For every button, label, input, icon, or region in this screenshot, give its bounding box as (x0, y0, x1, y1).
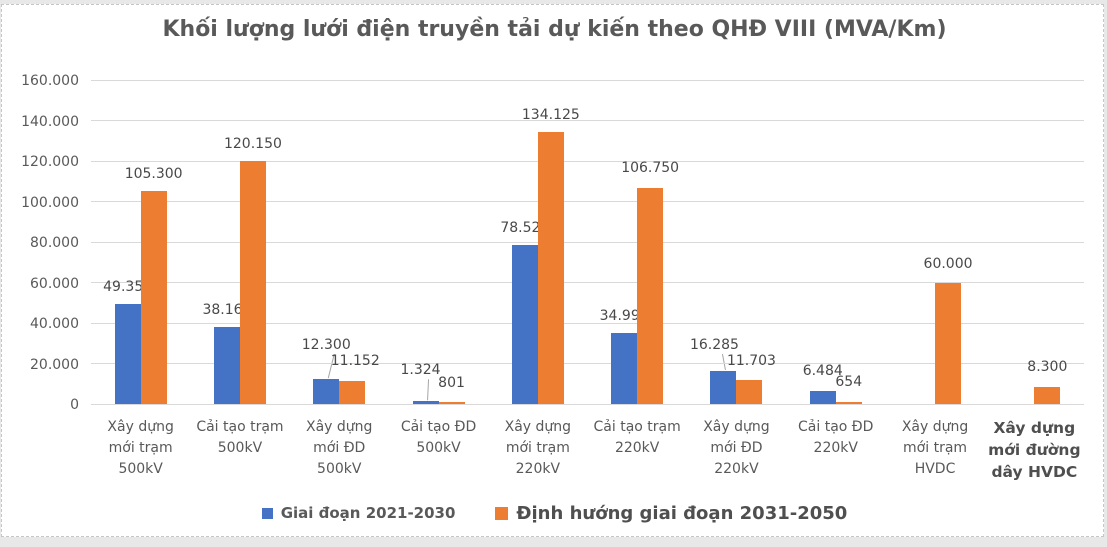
x-axis-category-label: Cải tạo ĐD 500kV (400, 419, 477, 456)
legend-label: Định hướng giai đoạn 2031-2050 (516, 502, 848, 524)
y-axis-tick-label: 80.000 (30, 235, 79, 251)
data-label: 801 (438, 375, 465, 391)
y-axis-tick-label: 0 (70, 397, 79, 413)
x-axis-category-label: Cải tạo trạm 220kV (593, 419, 681, 456)
gridline (91, 79, 1084, 81)
legend-swatch-icon (495, 506, 509, 520)
data-label: 120.150 (223, 135, 282, 152)
bar-series2-group7[interactable] (736, 380, 763, 404)
legend-item-series1[interactable]: Giai đoạn 2021-2030 (261, 504, 456, 522)
bar-series2-group4[interactable] (438, 402, 465, 404)
bar-series2-group3[interactable] (339, 381, 366, 404)
bar-series1-group5[interactable] (511, 244, 538, 404)
y-axis-tick-label: 160.000 (21, 73, 79, 89)
data-label: 11.152 (330, 353, 380, 370)
y-axis-tick-label: 120.000 (21, 154, 79, 170)
legend-item-series2[interactable]: Định hướng giai đoạn 2031-2050 (495, 503, 847, 524)
gridline (91, 160, 1084, 162)
data-label: 134.125 (521, 107, 580, 124)
x-axis-category-label: Cải tạo ĐD 220kV (798, 419, 874, 456)
y-axis-tick-label: 100.000 (21, 194, 79, 211)
y-axis-tick-label: 20.000 (30, 356, 79, 373)
x-axis-category-label: Xây dựng mới trạm HVDC (901, 419, 969, 477)
data-label: 49.350 (103, 279, 153, 296)
data-label: 78.525 (500, 219, 550, 236)
x-axis-category-label: Xây dựng mới ĐD 220kV (703, 419, 770, 477)
bar-series1-group1[interactable] (114, 304, 141, 404)
chart-canvas: Khối lượng lưới điện truyền tải dự kiến … (1, 4, 1104, 537)
bar-series1-group4[interactable] (412, 401, 439, 404)
data-label: 11.703 (726, 353, 776, 370)
x-axis-category-label: Xây dựng mới trạm 220kV (504, 419, 572, 477)
bar-series1-group2[interactable] (213, 326, 240, 404)
gridline (91, 363, 1084, 364)
y-axis-tick-label: 60.000 (30, 275, 79, 292)
legend-swatch-icon (261, 507, 273, 519)
data-label: 1.324 (400, 362, 441, 379)
bar-series2-group10[interactable] (1034, 387, 1061, 404)
gridline (91, 403, 1084, 405)
gridline (91, 241, 1084, 243)
x-axis-category-label: Xây dựng mới đường dây HVDC (988, 419, 1081, 481)
y-axis-tick-label: 140.000 (21, 113, 79, 130)
bar-series1-group8[interactable] (809, 390, 836, 404)
bar-series2-group8[interactable] (835, 402, 862, 404)
gridline (91, 120, 1084, 121)
bar-series2-group2[interactable] (239, 160, 266, 404)
bar-series2-group5[interactable] (537, 132, 564, 404)
x-axis-category-label: Cải tạo trạm 500kV (196, 419, 284, 456)
data-label: 105.300 (124, 165, 183, 182)
bar-series1-group3[interactable] (313, 379, 340, 404)
bar-series2-group6[interactable] (637, 187, 664, 404)
bar-series1-group7[interactable] (710, 371, 737, 404)
x-axis-category-label: Xây dựng mới ĐD 500kV (306, 419, 373, 477)
data-label: 6.484 (802, 362, 843, 379)
data-label: 60.000 (923, 255, 973, 272)
x-axis-category-label: Xây dựng mới trạm 500kV (107, 419, 174, 477)
bar-series1-group6[interactable] (611, 333, 638, 404)
gridline (91, 322, 1084, 324)
data-label: 34.997 (599, 308, 649, 325)
bar-series2-group9[interactable] (935, 282, 962, 404)
bar-series2-group1[interactable] (140, 190, 167, 404)
data-label: 654 (835, 374, 863, 390)
data-label: 106.750 (621, 159, 680, 176)
chart-title: Khối lượng lưới điện truyền tải dự kiến … (162, 17, 947, 42)
legend-label: Giai đoạn 2021-2030 (280, 504, 456, 522)
legend: Giai đoạn 2021-2030 Định hướng giai đoạn … (1, 497, 1107, 529)
gridline (91, 282, 1084, 283)
data-label: 12.300 (301, 337, 351, 354)
y-axis-tick-label: 40.000 (30, 316, 79, 332)
data-label: 16.285 (689, 337, 739, 354)
data-label: 38.168 (202, 301, 252, 318)
gridline (91, 201, 1084, 202)
data-label: 8.300 (1027, 359, 1068, 376)
